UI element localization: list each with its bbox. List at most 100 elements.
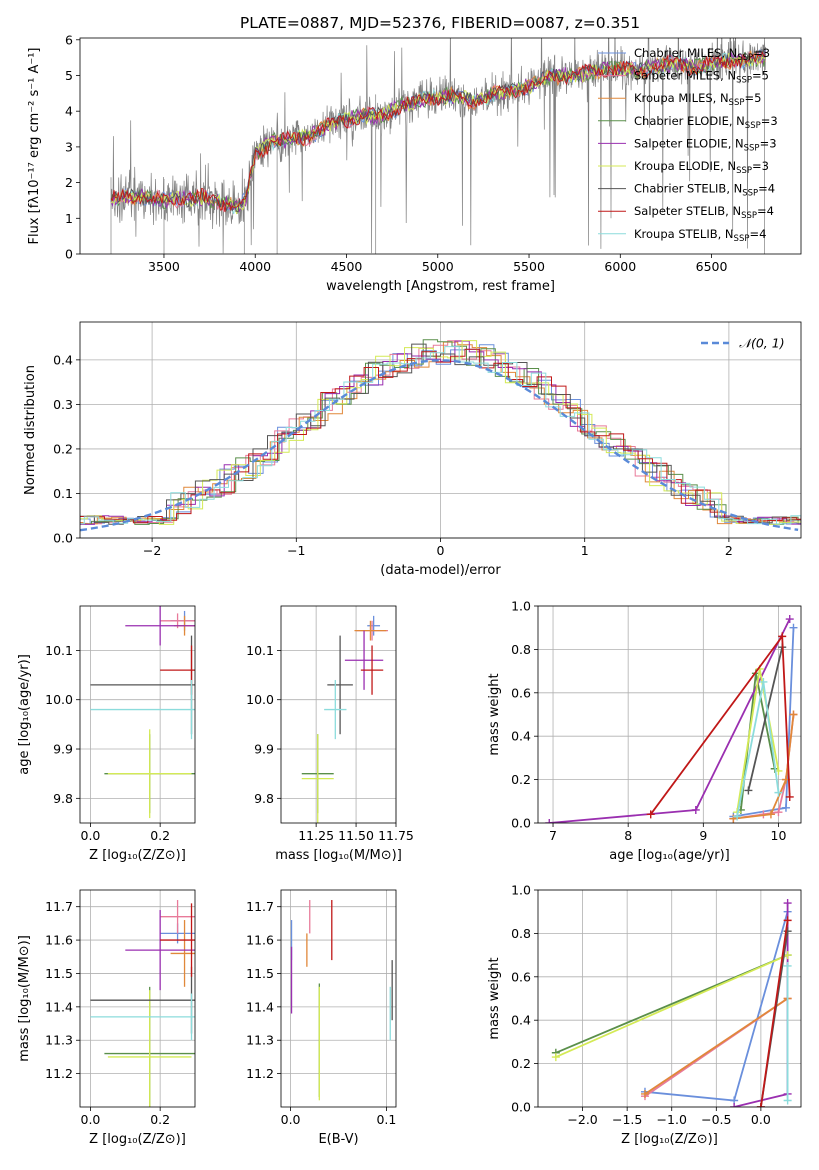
- x-axis-label: wavelength [Angstrom, rest frame]: [326, 279, 555, 294]
- x-tick-label: 0.0: [751, 1112, 771, 1127]
- x-tick-label: −1.0: [657, 1112, 687, 1127]
- panel-mass-vs-metallicity: 0.0 0.2 11.2 11.3 11.4 11.5 11.6 11.7 Z [log₁₀(Z…: [17, 889, 196, 1147]
- legend-subscript: SSP: [741, 211, 757, 221]
- weight-marker: [783, 916, 792, 925]
- x-axis-label: E(B-V): [318, 1132, 358, 1147]
- x-tick-label: −1.5: [612, 1112, 642, 1127]
- x-tick-label: −2.0: [567, 1112, 597, 1127]
- x-tick-label: −0.5: [701, 1112, 731, 1127]
- legend-subscript: SSP: [745, 121, 761, 131]
- x-tick-label: 11.75: [378, 828, 414, 843]
- y-tick-label: 11.4: [45, 999, 73, 1014]
- x-axis-label: Z [log₁₀(Z/Z⊙)]: [89, 848, 186, 863]
- legend-value: =4: [757, 204, 774, 218]
- legend-entry: Salpeter STELIB, NSSP=4: [634, 204, 774, 221]
- weight-marker: [783, 961, 792, 970]
- weight-marker: [691, 805, 700, 814]
- y-tick-label: 0.2: [511, 1056, 531, 1071]
- histogram-kroupa-elodie: [80, 340, 801, 525]
- x-tick-label: 6000: [604, 259, 636, 274]
- x-tick-label: 10: [771, 828, 787, 843]
- weight-marker: [744, 786, 753, 795]
- y-tick-label: 10.0: [45, 692, 73, 707]
- y-tick-label: 0.4: [511, 729, 531, 744]
- y-axis-label: Flux [fλ10⁻¹⁷ erg cm⁻² s⁻¹ A⁻¹]: [27, 48, 42, 245]
- y-axis-label: age [log₁₀(age/yr)]: [17, 654, 32, 775]
- x-tick-label: 0.1: [376, 1112, 396, 1127]
- legend-subscript: SSP: [734, 234, 750, 244]
- y-tick-label: 11.6: [246, 933, 274, 948]
- weight-marker: [766, 810, 775, 819]
- panel-residuals: −2 −1 0 1 2 0.0 0.1 0.2 0.3 0.4 (data-model)/error…: [23, 321, 802, 578]
- legend-value: =5: [744, 91, 761, 105]
- y-tick-label: 11.6: [45, 933, 73, 948]
- y-tick-label: 0.8: [511, 926, 531, 941]
- y-axis-label: mass [log₁₀(M/M⊙)]: [17, 935, 32, 1062]
- model-spectrum-salpeter-stelib: [110, 51, 766, 213]
- y-tick-label: 0.1: [53, 486, 73, 501]
- x-tick-label: 9: [699, 828, 707, 843]
- y-tick-label: 0.6: [511, 969, 531, 984]
- x-axis-label: (data-model)/error: [380, 563, 501, 578]
- weight-marker: [789, 623, 798, 632]
- x-tick-label: 0.0: [281, 1112, 301, 1127]
- figure-title: PLATE=0887, MJD=52376, FIBERID=0087, z=0…: [240, 14, 640, 32]
- x-tick-label: 11.50: [338, 828, 374, 843]
- legend-entry: Chabrier ELODIE, NSSP=3: [634, 114, 778, 131]
- legend-value: =5: [752, 69, 769, 83]
- y-tick-label: 9.8: [53, 791, 73, 806]
- legend-label: Chabrier ELODIE, N: [634, 114, 745, 128]
- y-tick-label: 11.3: [45, 1033, 73, 1048]
- plot-area: [90, 900, 195, 1107]
- legend-entry: Salpeter MILES, NSSP=5: [634, 69, 769, 86]
- x-tick-label: 7: [549, 828, 557, 843]
- x-axis-label: age [log₁₀(age/yr)]: [609, 848, 730, 863]
- axes-frame: [280, 605, 397, 824]
- legend-subscript: SSP: [736, 166, 752, 176]
- legend-entry: Kroupa STELIB, NSSP=4: [634, 227, 766, 244]
- y-tick-label: 0.2: [53, 441, 73, 456]
- weight-marker: [783, 1096, 792, 1105]
- y-tick-label: 3: [65, 139, 73, 154]
- legend-label: Salpeter ELODIE, N: [634, 136, 744, 150]
- plot-area: [80, 339, 801, 532]
- legend-label: Salpeter MILES, N: [634, 69, 736, 83]
- weight-marker: [785, 792, 794, 801]
- histogram-salpeter-miles: [80, 340, 801, 525]
- weight-line-salpeter-stelib: [760, 920, 789, 1107]
- y-tick-label: 0.3: [53, 397, 73, 412]
- histogram-salpeter-elodie: [80, 340, 801, 525]
- y-tick-label: 11.7: [246, 899, 274, 914]
- weight-marker: [778, 632, 787, 641]
- legend-value: =3: [752, 159, 769, 173]
- legend-value: =4: [758, 182, 775, 196]
- plot-area: [301, 615, 389, 823]
- weight-marker: [783, 899, 792, 908]
- y-tick-label: 1.0: [511, 883, 531, 898]
- x-tick-label: 6500: [696, 259, 728, 274]
- legend-value: =3: [760, 136, 777, 150]
- x-tick-label: −1: [287, 543, 305, 558]
- legend-entry: Kroupa MILES, NSSP=5: [634, 91, 761, 108]
- y-tick-label: 0.0: [53, 531, 73, 546]
- legend-label: Chabrier MILES, N: [634, 46, 737, 60]
- legend-label: Salpeter STELIB, N: [634, 204, 741, 218]
- x-tick-label: 4000: [239, 259, 271, 274]
- y-tick-label: 9.8: [254, 791, 274, 806]
- histogram-chabrier-elodie: [80, 339, 801, 525]
- y-tick-label: 11.5: [246, 966, 274, 981]
- weight-line-kroupa-elodie: [555, 954, 788, 1058]
- weight-marker: [789, 710, 798, 719]
- y-tick-label: 0.6: [511, 685, 531, 700]
- x-tick-label: 0: [437, 543, 445, 558]
- x-tick-label: 11.25: [298, 828, 334, 843]
- y-axis-label: mass weight: [487, 673, 502, 755]
- y-tick-label: 1.0: [511, 599, 531, 614]
- plot-area: [545, 615, 798, 823]
- plot-area: [90, 606, 195, 819]
- weight-marker: [640, 1089, 649, 1098]
- weight-marker: [759, 677, 768, 686]
- legend-value: =3: [753, 46, 770, 60]
